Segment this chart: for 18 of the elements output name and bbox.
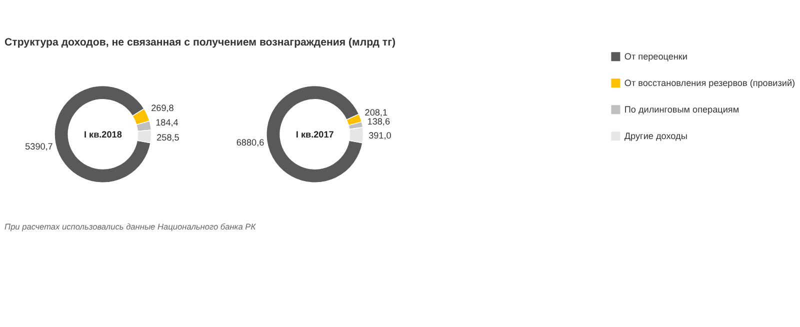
data-label: 269,8: [151, 102, 174, 113]
text: I кв.2017: [296, 129, 334, 140]
legend-label: От переоценки: [624, 52, 688, 62]
legend-label: Другие доходы: [624, 131, 688, 142]
data-label: 208,1: [364, 107, 388, 118]
legend-label: По дилинговым операциям: [624, 104, 740, 115]
donut-slice: [266, 85, 363, 184]
legend-label: От восстановления резервов (провизий): [624, 78, 796, 88]
data-label: 184,4: [156, 118, 178, 128]
text: I кв.2018: [84, 129, 122, 140]
data-label: 391,0: [368, 130, 392, 140]
text: При расчетах использовались данные Национального банка РК: [4, 222, 257, 232]
data-label: 258,5: [156, 132, 180, 142]
data-label: 5390,7: [25, 141, 53, 152]
donut-slice: [54, 85, 151, 184]
chart-title: Структура доходов, не связанная с получением вознаграждения (млрд тг): [4, 36, 396, 49]
data-label: 6880,6: [236, 137, 264, 148]
data-label: 138,6: [367, 116, 390, 126]
